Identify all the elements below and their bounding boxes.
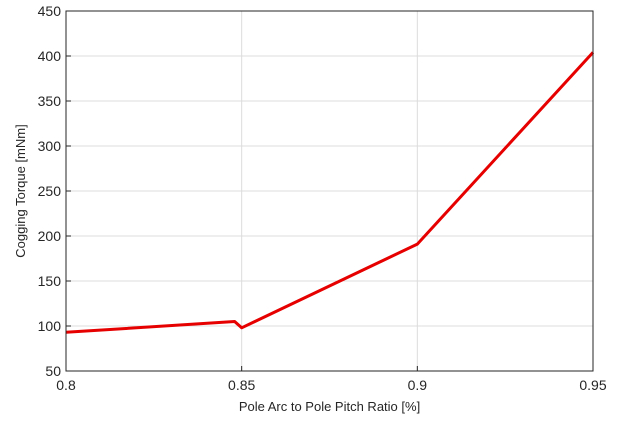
x-tick-label: 0.9 — [408, 377, 428, 393]
data-series-line — [65, 51, 595, 334]
x-axis-ticks: 0.8 0.85 0.9 0.95 — [56, 366, 607, 393]
y-tick-label: 100 — [38, 318, 62, 334]
y-tick-label: 300 — [38, 138, 62, 154]
y-tick-label: 200 — [38, 228, 62, 244]
y-tick-label: 400 — [38, 48, 62, 64]
x-tick-label: 0.85 — [228, 377, 255, 393]
x-axis-title: Pole Arc to Pole Pitch Ratio [%] — [239, 399, 420, 414]
y-tick-label: 150 — [38, 273, 62, 289]
y-tick-label: 250 — [38, 183, 62, 199]
x-tick-label: 0.8 — [56, 377, 76, 393]
grid-lines — [66, 11, 593, 371]
y-tick-label: 350 — [38, 93, 62, 109]
y-tick-label: 450 — [38, 3, 62, 19]
x-tick-label: 0.95 — [579, 377, 606, 393]
y-tick-label: 50 — [45, 363, 61, 379]
y-axis-ticks: 50 100 150 200 250 300 350 400 450 — [38, 3, 71, 379]
series-layer — [65, 51, 595, 334]
y-axis-title: Cogging Torque [mNm] — [13, 124, 28, 257]
